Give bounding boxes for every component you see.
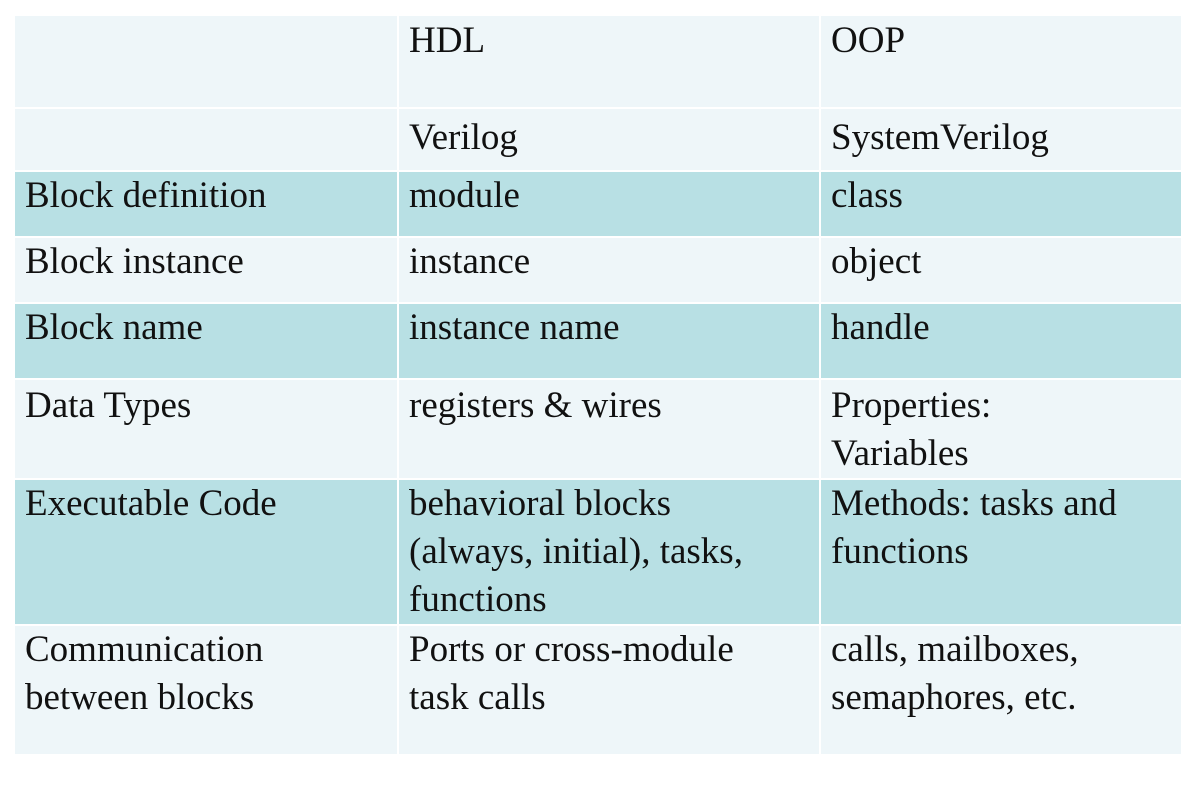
hdl-vs-oop-table: HDL OOP Verilog SystemVerilog Block defi… <box>15 16 1181 756</box>
oop-cell: handle <box>820 303 1181 380</box>
row-label: Block name <box>15 303 399 380</box>
header-cell-systemverilog: SystemVerilog <box>820 108 1181 172</box>
table-row: Block definition module class <box>15 171 1181 238</box>
hdl-cell: Ports or cross-module task calls <box>398 625 821 756</box>
oop-cell: object <box>820 237 1181 304</box>
hdl-cell: module <box>398 171 821 238</box>
hdl-cell: behavioral blocks (always, initial), tas… <box>398 479 821 626</box>
oop-cell: class <box>820 171 1181 238</box>
header-cell-verilog: Verilog <box>398 108 821 172</box>
header-cell-empty <box>15 108 399 172</box>
oop-cell: Methods: tasks and functions <box>820 479 1181 626</box>
oop-cell: Properties: Variables <box>820 379 1181 480</box>
table-row: Executable Code behavioral blocks (alway… <box>15 479 1181 626</box>
hdl-cell: registers & wires <box>398 379 821 480</box>
header-row-paradigm: HDL OOP <box>15 16 1181 109</box>
row-label: Block definition <box>15 171 399 238</box>
header-cell-oop: OOP <box>820 16 1181 109</box>
row-label: Data Types <box>15 379 399 480</box>
table-row: Block name instance name handle <box>15 303 1181 380</box>
table-row: Block instance instance object <box>15 237 1181 304</box>
hdl-cell: instance <box>398 237 821 304</box>
row-label: Executable Code <box>15 479 399 626</box>
comparison-table-container: HDL OOP Verilog SystemVerilog Block defi… <box>15 16 1181 756</box>
oop-cell: calls, mailboxes, semaphores, etc. <box>820 625 1181 756</box>
header-cell-hdl: HDL <box>398 16 821 109</box>
header-cell-empty <box>15 16 399 109</box>
table-row: Data Types registers & wires Properties:… <box>15 379 1181 480</box>
row-label: Communication between blocks <box>15 625 399 756</box>
row-label: Block instance <box>15 237 399 304</box>
header-row-language: Verilog SystemVerilog <box>15 108 1181 172</box>
hdl-cell: instance name <box>398 303 821 380</box>
table-row: Communication between blocks Ports or cr… <box>15 625 1181 756</box>
